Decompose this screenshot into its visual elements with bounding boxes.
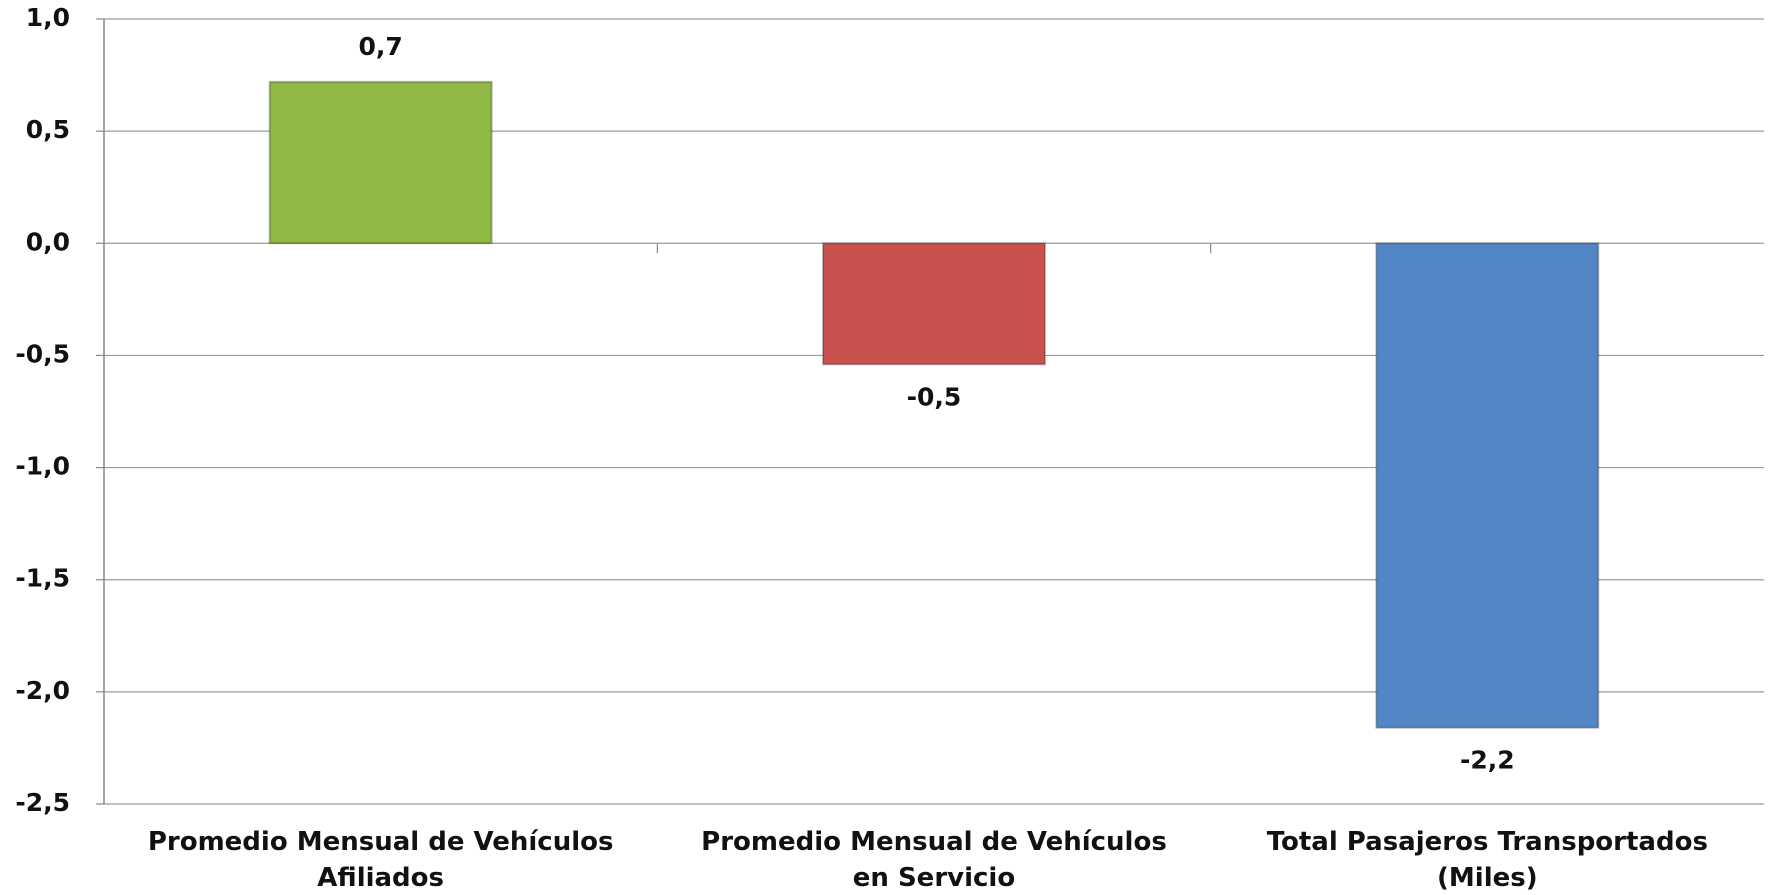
y-tick-label: 0,0 (26, 227, 70, 256)
x-tick-label: Promedio Mensual de Vehículos en Servici… (701, 827, 1167, 893)
y-tick-label: -2,0 (15, 676, 70, 705)
y-tick-label: 1,0 (26, 3, 70, 32)
bar (268, 80, 493, 245)
x-tick-label: Promedio Mensual de Vehículos Afiliados (147, 827, 614, 893)
y-tick-label: 0,5 (26, 115, 70, 144)
value-label: 0,7 (359, 32, 403, 61)
value-label: -2,2 (1460, 746, 1515, 775)
value-label: -0,5 (907, 382, 962, 411)
x-tick-label: Total Pasajeros Transportados (Miles) (1266, 827, 1708, 893)
y-tick-label: -2,5 (15, 788, 70, 817)
bar (822, 242, 1046, 366)
y-tick-label: -0,5 (15, 339, 70, 368)
y-tick-label: -1,5 (15, 564, 70, 593)
y-tick-label: -1,0 (15, 452, 70, 481)
bar (1375, 242, 1600, 729)
